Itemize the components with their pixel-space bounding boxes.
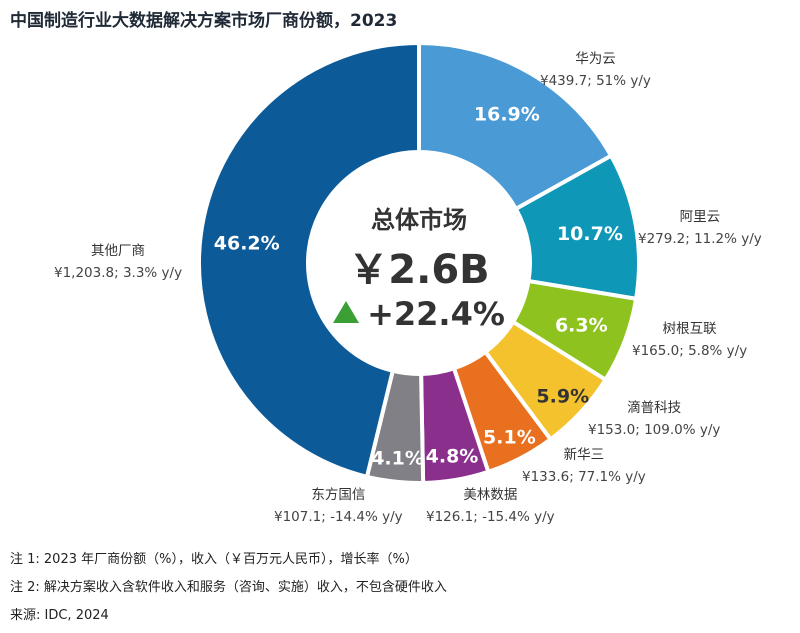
center-label: 总体市场 [371,206,467,234]
slice-7 [197,40,421,480]
slice-label: 滴普科技 ¥153.0; 109.0% y/y [588,400,721,438]
chart-title: 中国制造行业大数据解决方案市场厂商份额，2023 [10,11,398,31]
note-1: 注 1: 2023 年厂商份额（%），收入（￥百万元人民币），增长率（%） [10,552,418,567]
slice-pct-label: 5.9% [536,385,589,407]
slice-label: 美林数据 ¥126.1; -15.4% y/y [426,487,555,525]
source-note: 来源: IDC, 2024 [10,608,109,623]
center-growth-row: +22.4% [309,295,529,333]
slice-label: 阿里云 ¥279.2; 11.2% y/y [638,209,762,247]
slice-label: 新华三 ¥133.6; 77.1% y/y [522,447,646,485]
slice-pct-label: 16.9% [474,103,540,125]
slice-pct-label: 46.2% [214,232,280,254]
slice-label: 华为云 ¥439.7; 51% y/y [540,51,651,89]
slice-pct-label: 4.1% [371,447,424,469]
slice-pct-label: 4.8% [426,446,479,468]
slice-pct-label: 5.1% [483,426,536,448]
center-total: ￥2.6B [348,247,490,293]
slice-label: 东方国信 ¥107.1; -14.4% y/y [274,487,403,525]
center-growth: +22.4% [367,295,505,333]
up-triangle-icon [333,301,360,323]
slice-pct-label: 6.3% [555,314,608,336]
slice-label: 树根互联 ¥165.0; 5.8% y/y [632,321,748,359]
note-2: 注 2: 解决方案收入含软件收入和服务（咨询、实施）收入，不包含硬件收入 [10,580,447,595]
slice-pct-label: 10.7% [557,223,623,245]
slice-0 [417,40,614,212]
slice-label: 其他厂商 ¥1,203.8; 3.3% y/y [54,243,183,281]
center-summary: 总体市场 ￥2.6B +22.4% [309,200,529,333]
